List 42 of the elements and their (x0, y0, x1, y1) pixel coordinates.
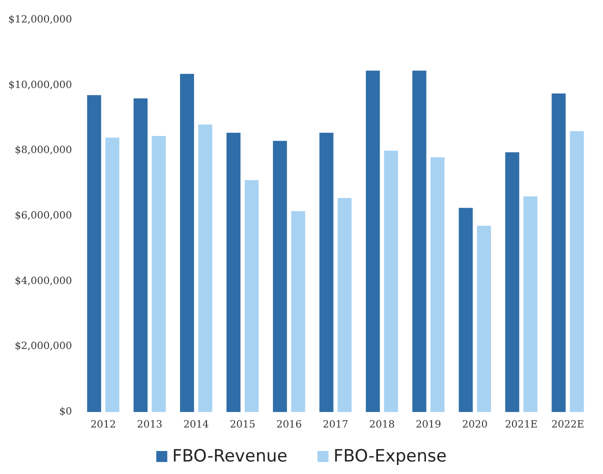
x-tick-label: 2019 (416, 420, 442, 430)
y-tick-label: $2,000,000 (14, 341, 72, 352)
bar (476, 226, 491, 412)
bar (505, 152, 520, 412)
bar (338, 198, 352, 412)
y-tick-label: $10,000,000 (8, 80, 72, 91)
bar (134, 98, 148, 412)
x-tick-label: 2020 (462, 420, 488, 430)
x-tick-label: 2014 (183, 420, 209, 430)
bar (198, 124, 212, 412)
legend-label: FBO-Revenue (172, 446, 288, 466)
bar (552, 94, 566, 412)
y-tick-label: $0 (59, 406, 72, 418)
y-tick-label: $12,000,000 (8, 14, 72, 26)
bar (384, 150, 398, 412)
bar (226, 132, 240, 412)
bar (180, 74, 194, 412)
bar (272, 140, 287, 412)
bar (366, 70, 380, 412)
bar (412, 70, 426, 412)
bar (244, 180, 259, 412)
x-tick-label: 2012 (90, 420, 116, 430)
bar (319, 132, 334, 412)
x-tick-label: 2022E (551, 420, 584, 430)
x-tick-label: 2021E (504, 420, 538, 430)
y-tick-label: $4,000,000 (14, 276, 72, 287)
bar (570, 131, 584, 412)
bar (430, 157, 445, 412)
legend-label: FBO-Expense (333, 446, 447, 466)
x-tick-label: 2016 (276, 420, 302, 430)
bar (152, 136, 166, 412)
bar (291, 211, 306, 412)
x-tick-label: 2017 (322, 420, 348, 430)
bar (87, 95, 102, 412)
bar (105, 138, 120, 412)
x-tick-label: 2015 (230, 420, 256, 430)
bar (458, 208, 473, 412)
bar (523, 196, 538, 412)
x-tick-label: 2018 (369, 420, 395, 430)
x-tick-label: 2013 (136, 420, 162, 430)
y-tick-label: $6,000,000 (14, 210, 72, 222)
y-tick-label: $8,000,000 (14, 145, 72, 156)
